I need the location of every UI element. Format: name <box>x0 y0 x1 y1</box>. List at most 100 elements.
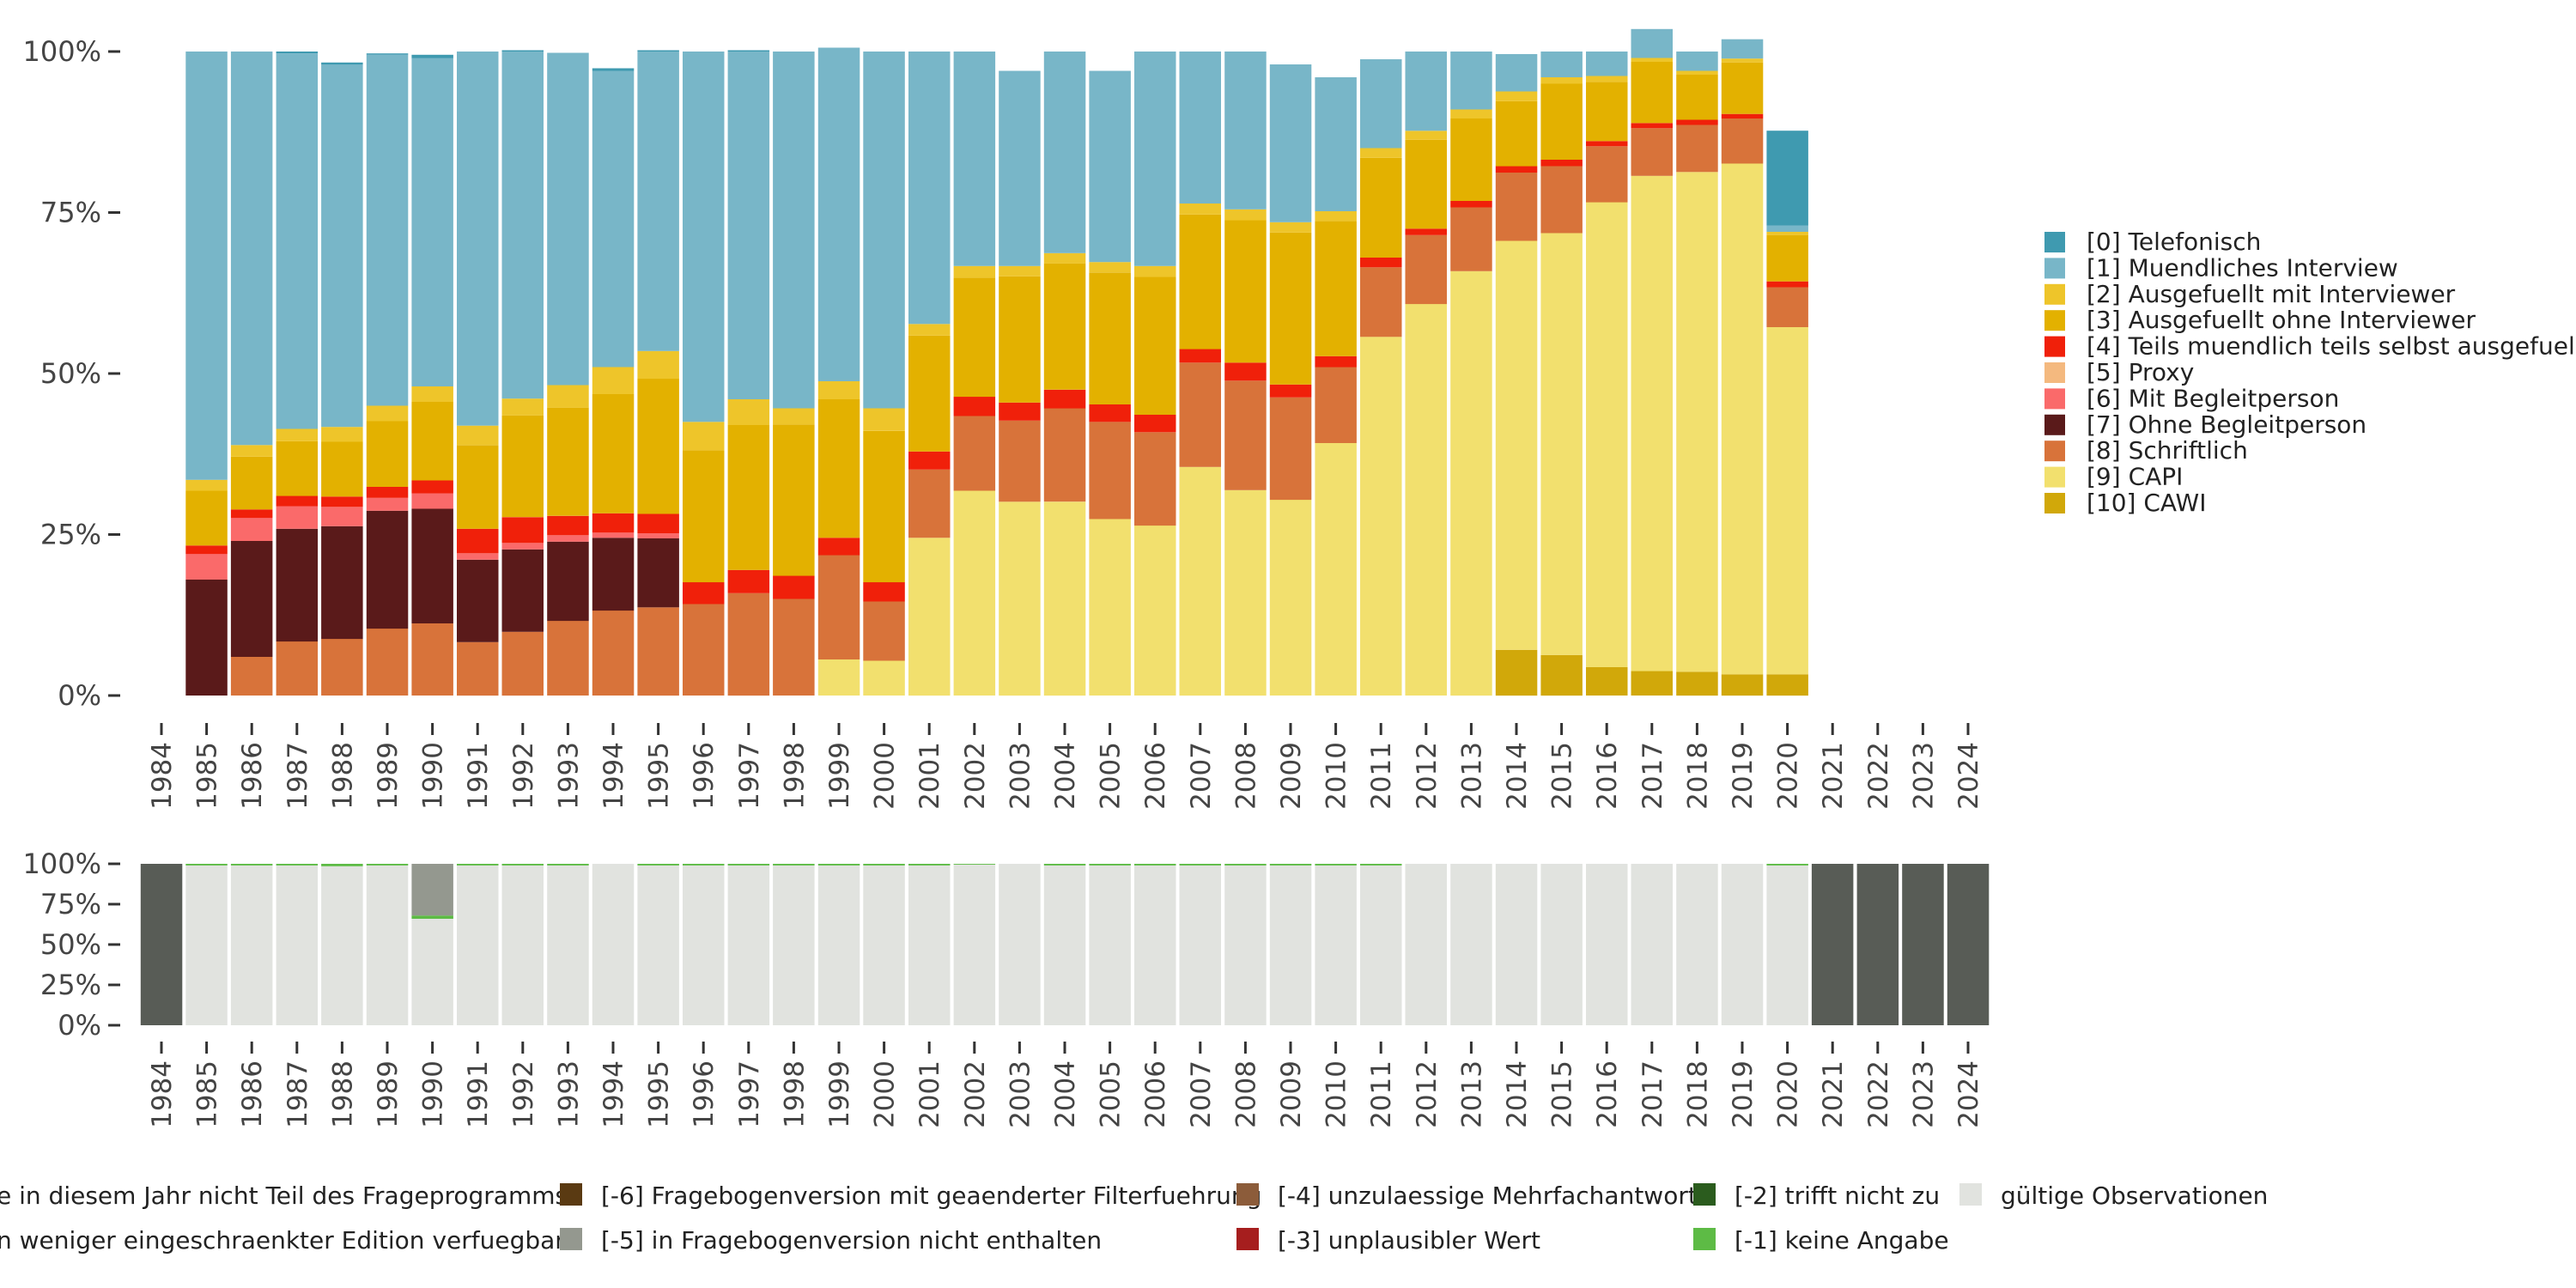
main-bar-2011-4-teils-muendlich-teils-selbst-ausgefuellt <box>1360 258 1402 268</box>
sub-x-tick-label-1996: 1996 <box>689 1060 720 1128</box>
sub-x-tick-label-2017: 2017 <box>1637 1060 1668 1128</box>
main-y-tick-label: 100% <box>23 35 101 68</box>
sub-bar-2020-g-ltige-observationen <box>1766 865 1808 1025</box>
legend-swatch-8-schriftlich <box>2044 440 2065 462</box>
main-bar-1990-2-ausgefuellt-mit-interviewer <box>411 386 453 402</box>
main-bar-1988-6-mit-begleitperson <box>321 507 363 526</box>
main-bar-1989-4-teils-muendlich-teils-selbst-ausgefuellt <box>366 487 409 498</box>
main-bar-2001-8-schriftlich <box>908 469 951 538</box>
legend-swatch-9-capi <box>2044 466 2065 488</box>
main-bar-1992-3-ausgefuellt-ohne-interviewer <box>501 415 544 518</box>
main-bar-2013-3-ausgefuellt-ohne-interviewer <box>1450 118 1492 201</box>
sub-x-tick-label-2018: 2018 <box>1682 1060 1713 1128</box>
main-bar-1986-2-ausgefuellt-mit-interviewer <box>230 445 273 457</box>
legend-label-10-cawi: [10] CAWI <box>2087 489 2207 517</box>
main-bar-1990-8-schriftlich <box>411 623 453 696</box>
main-bar-2015-4-teils-muendlich-teils-selbst-ausgefuellt <box>1540 160 1583 167</box>
main-x-tick-label-2020: 2020 <box>1773 742 1804 810</box>
main-bar-2007-2-ausgefuellt-mit-interviewer <box>1179 204 1221 215</box>
sub-bar-2019-g-ltige-observationen <box>1721 864 1764 1025</box>
main-x-tick-label-2011: 2011 <box>1366 742 1397 810</box>
sub-bar-2009-1-keine-angabe <box>1269 864 1312 866</box>
main-bar-2000-9-capi <box>863 660 905 696</box>
main-bar-2009-4-teils-muendlich-teils-selbst-ausgefuellt <box>1269 384 1312 398</box>
main-bar-2006-1-muendliches-interview <box>1134 52 1176 266</box>
main-x-tick-label-1988: 1988 <box>327 742 358 810</box>
main-bar-1991-2-ausgefuellt-mit-interviewer <box>457 425 499 446</box>
main-x-tick-label-2023: 2023 <box>1908 742 1939 810</box>
main-x-tick-label-2003: 2003 <box>1005 742 1036 810</box>
main-bar-2019-10-cawi <box>1721 674 1764 696</box>
sub-bar-1992-g-ltige-observationen <box>501 865 544 1025</box>
main-bar-2014-3-ausgefuellt-ohne-interviewer <box>1495 100 1538 167</box>
main-x-tick-label-2014: 2014 <box>1502 742 1533 810</box>
sub-bar-1987-g-ltige-observationen <box>276 865 319 1025</box>
main-bar-1993-1-muendliches-interview <box>547 52 589 386</box>
main-bar-2010-4-teils-muendlich-teils-selbst-ausgefuellt <box>1315 355 1357 368</box>
sub-x-tick-label-2022: 2022 <box>1863 1060 1894 1128</box>
sub-y-tick-label: 75% <box>40 888 101 920</box>
legend-swatch-5-proxy <box>2044 362 2065 383</box>
main-bar-2004-2-ausgefuellt-mit-interviewer <box>1043 252 1086 264</box>
sub-bar-2007-g-ltige-observationen <box>1179 865 1221 1025</box>
main-x-tick-label-1992: 1992 <box>508 742 539 810</box>
sub-x-tick-label-2001: 2001 <box>914 1060 945 1128</box>
main-bar-2001-9-capi <box>908 538 951 696</box>
main-bar-1996-3-ausgefuellt-ohne-interviewer <box>683 450 725 583</box>
main-y-tick-label: 0% <box>58 679 101 712</box>
sub-bar-1997-g-ltige-observationen <box>727 865 770 1025</box>
main-bar-2000-2-ausgefuellt-mit-interviewer <box>863 408 905 431</box>
sub-bar-2000-g-ltige-observationen <box>863 865 905 1025</box>
main-bar-1992-0-telefonisch <box>501 50 544 52</box>
legend-swatch-6-mit-begleitperson <box>2044 388 2065 410</box>
main-bar-1986-3-ausgefuellt-ohne-interviewer <box>230 456 273 510</box>
main-bar-2019-2-ausgefuellt-mit-interviewer <box>1721 58 1764 63</box>
legend-label-6-mit-begleitperson: [6] Mit Begleitperson <box>2087 384 2339 412</box>
main-bar-2013-2-ausgefuellt-mit-interviewer <box>1450 109 1492 118</box>
main-bar-2011-2-ausgefuellt-mit-interviewer <box>1360 148 1402 158</box>
main-bar-1994-1-muendliches-interview <box>592 70 635 368</box>
sub-x-tick-label-1992: 1992 <box>508 1060 539 1128</box>
main-bar-2014-4-teils-muendlich-teils-selbst-ausgefuellt <box>1495 166 1538 173</box>
main-bar-2016-8-schriftlich <box>1586 146 1628 203</box>
main-x-tick-label-2009: 2009 <box>1276 742 1307 810</box>
main-bar-1987-6-mit-begleitperson <box>276 506 319 529</box>
main-bar-2020-8-schriftlich <box>1766 287 1808 327</box>
sub-bar-2022-8-frage-in-diesem-jahr-nicht-teil-des-frageprogramms <box>1856 864 1899 1025</box>
legend-label-0-telefonisch: [0] Telefonisch <box>2087 228 2261 256</box>
main-bar-2015-9-capi <box>1540 233 1583 655</box>
sub-bar-2018-g-ltige-observationen <box>1676 864 1718 1025</box>
missing-values-plot: 0% 25% 50% 75% 100% 1984 1985 1986 1987 1988 1989 1… <box>23 848 1990 1128</box>
main-bar-1988-7-ohne-begleitperson <box>321 526 363 640</box>
main-x-tick-label-1996: 1996 <box>689 742 720 810</box>
sub-x-tick-label-2016: 2016 <box>1592 1060 1623 1128</box>
main-bar-1997-1-muendliches-interview <box>727 52 770 399</box>
main-bar-2004-1-muendliches-interview <box>1043 52 1086 253</box>
main-bar-1999-9-capi <box>817 659 860 696</box>
sub-bar-2005-g-ltige-observationen <box>1089 865 1131 1025</box>
main-bar-2000-8-schriftlich <box>863 601 905 661</box>
main-bar-2018-9-capi <box>1676 172 1718 672</box>
main-bar-2018-1-muendliches-interview <box>1676 52 1718 71</box>
main-bar-2017-2-ausgefuellt-mit-interviewer <box>1631 58 1673 62</box>
sub-x-tick-label-1989: 1989 <box>373 1060 404 1128</box>
main-bar-1985-4-teils-muendlich-teils-selbst-ausgefuellt <box>185 545 228 555</box>
main-bar-2009-1-muendliches-interview <box>1269 64 1312 222</box>
legend-swatch-2-ausgefuellt-mit-interviewer <box>2044 283 2065 305</box>
bottom-legend-label-g-ltige-observationen: gültige Observationen <box>2001 1182 2268 1210</box>
legend-swatch-7-ohne-begleitperson <box>2044 414 2065 435</box>
sub-bar-1988-g-ltige-observationen <box>321 866 363 1025</box>
main-bar-2017-3-ausgefuellt-ohne-interviewer <box>1631 62 1673 124</box>
main-bar-2016-9-capi <box>1586 202 1628 667</box>
main-bar-2001-1-muendliches-interview <box>908 52 951 325</box>
sub-bar-2016-g-ltige-observationen <box>1586 864 1628 1025</box>
main-bar-1985-2-ausgefuellt-mit-interviewer <box>185 479 228 491</box>
main-bar-2012-8-schriftlich <box>1405 234 1447 305</box>
main-x-tick-label-2013: 2013 <box>1456 742 1487 810</box>
sub-x-tick-label-1993: 1993 <box>553 1060 584 1128</box>
main-bar-1993-3-ausgefuellt-ohne-interviewer <box>547 407 589 516</box>
main-bar-2013-4-teils-muendlich-teils-selbst-ausgefuellt <box>1450 201 1492 208</box>
sub-x-tick-label-2019: 2019 <box>1728 1060 1759 1128</box>
main-legend: [0] Telefonisch[1] Muendliches Interview… <box>2044 228 2576 517</box>
main-bar-2007-9-capi <box>1179 466 1221 696</box>
